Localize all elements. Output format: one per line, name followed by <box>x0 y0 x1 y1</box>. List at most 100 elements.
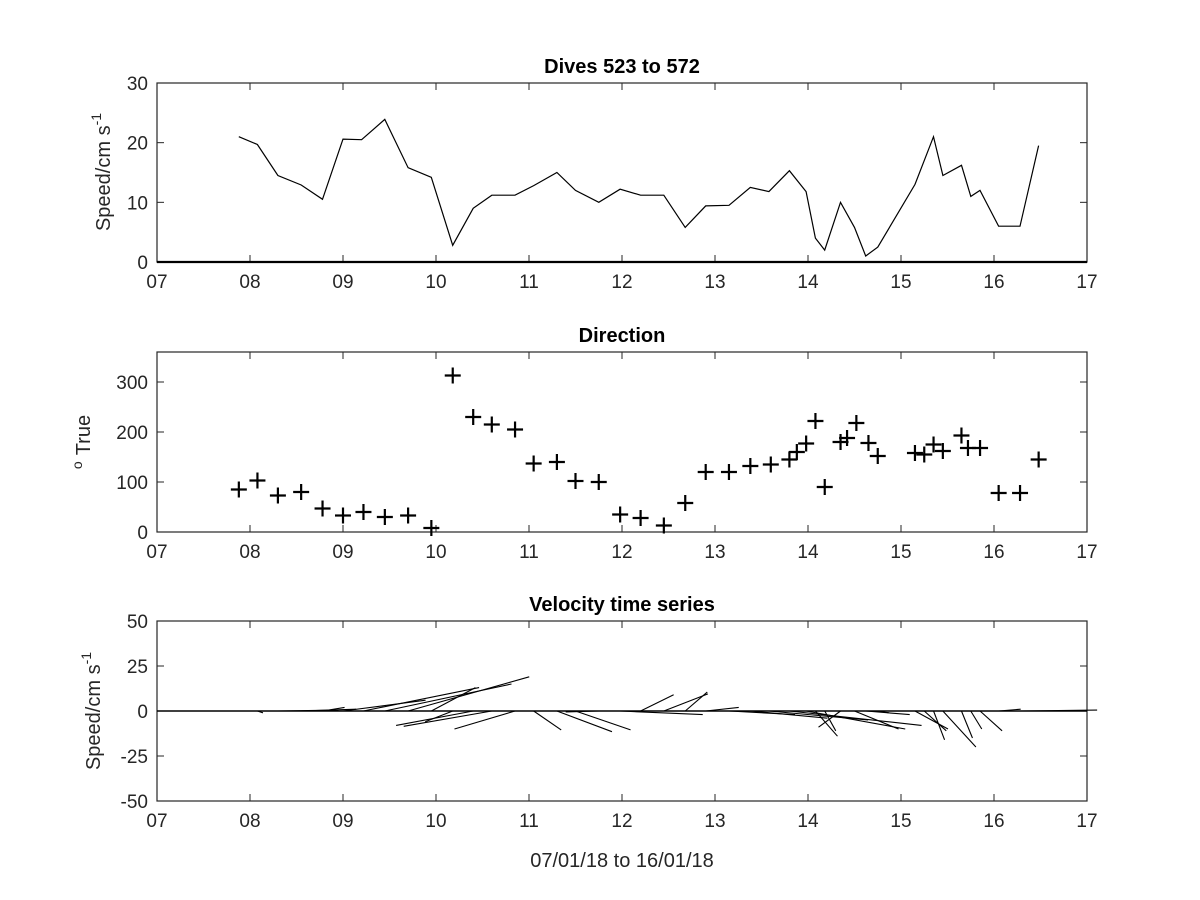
direction-plus-marker <box>590 474 607 490</box>
velocity-velocity-stick <box>425 710 453 723</box>
velocity-xtick-label: 07 <box>146 811 167 832</box>
velocity-xlabel: 07/01/18 to 16/01/18 <box>530 850 714 872</box>
velocity-xtick-label: 15 <box>890 811 911 832</box>
speed-xtick-label: 16 <box>983 272 1004 293</box>
speed-ytick-label: 10 <box>127 193 148 214</box>
velocity-ytick-label: 25 <box>127 657 148 678</box>
direction-plus-marker <box>548 454 565 470</box>
direction-xtick-label: 17 <box>1076 542 1097 563</box>
velocity-velocity-stick <box>454 710 516 730</box>
speed-ytick-label: 30 <box>127 74 148 95</box>
direction-plus-marker <box>1012 485 1029 501</box>
direction-plus-marker <box>720 464 737 480</box>
direction-ytick-label: 0 <box>137 523 148 544</box>
velocity-velocity-stick <box>854 710 899 730</box>
velocity-velocity-stick <box>789 710 922 726</box>
velocity-xtick-label: 12 <box>611 811 632 832</box>
direction-plus-marker <box>906 445 923 461</box>
direction-plus-marker <box>655 517 672 534</box>
velocity-velocity-stick <box>322 706 345 712</box>
direction-plus-marker <box>293 484 310 500</box>
velocity-velocity-stick <box>824 710 837 732</box>
direction-ylabel-text: True <box>73 415 95 455</box>
velocity-velocity-stick <box>705 706 739 712</box>
velocity-xtick-label: 13 <box>704 811 725 832</box>
direction-plus-marker <box>632 510 649 526</box>
direction-xtick-label: 16 <box>983 542 1004 563</box>
direction-plus-marker <box>400 507 417 524</box>
velocity-velocity-stick <box>342 699 426 712</box>
speed-xtick-label: 09 <box>332 272 353 293</box>
velocity-velocity-stick <box>384 683 512 712</box>
velocity-velocity-stick <box>407 676 530 712</box>
direction-xtick-label: 08 <box>239 542 260 563</box>
direction-plus-marker <box>916 446 933 463</box>
speed-xtick-label: 17 <box>1076 272 1097 293</box>
velocity-velocity-stick <box>877 710 889 714</box>
velocity-velocity-stick <box>815 710 838 737</box>
direction-plus-marker <box>798 435 815 452</box>
velocity-velocity-stick <box>1020 709 1098 712</box>
direction-xtick-label: 12 <box>611 542 632 563</box>
direction-plus-marker <box>807 413 824 429</box>
direction-plus-marker <box>567 473 584 489</box>
velocity-velocity-stick <box>818 710 841 728</box>
velocity-velocity-stick <box>750 710 828 719</box>
direction-plus-marker <box>230 481 247 498</box>
direction-plus-marker <box>483 416 500 433</box>
velocity-velocity-stick <box>914 710 949 730</box>
direction-plus-marker <box>1030 451 1047 468</box>
direction-plus-marker <box>269 487 286 504</box>
velocity-xtick-label: 09 <box>332 811 353 832</box>
velocity-velocity-stick <box>620 710 703 716</box>
velocity-velocity-stick <box>396 710 474 726</box>
velocity-ytick-label: -50 <box>121 792 148 813</box>
direction-plus-marker <box>869 448 886 464</box>
direction-axes-frame <box>156 351 1088 533</box>
direction-plus-marker <box>335 507 351 524</box>
direction-plus-marker <box>934 443 951 459</box>
velocity-xtick-label: 10 <box>425 811 446 832</box>
direction-plus-marker <box>376 509 393 525</box>
direction-xtick-label: 09 <box>332 542 353 563</box>
velocity-velocity-stick <box>960 710 973 739</box>
velocity-velocity-stick <box>431 687 476 712</box>
speed-xtick-label: 10 <box>425 272 446 293</box>
direction-plus-marker <box>848 415 865 431</box>
direction-plus-marker <box>832 434 849 450</box>
velocity-velocity-stick <box>533 710 562 731</box>
direction-plus-marker <box>762 456 779 473</box>
direction-title: Direction <box>579 325 666 347</box>
direction-plus-marker <box>953 427 970 444</box>
direction-plus-marker <box>423 520 440 536</box>
speed-xtick-label: 08 <box>239 272 260 293</box>
direction-plus-marker <box>612 506 629 523</box>
direction-xtick-label: 11 <box>519 542 539 563</box>
direction-plus-marker <box>507 421 524 438</box>
direction-ytick-label: 200 <box>116 423 148 444</box>
velocity-xtick-label: 11 <box>519 811 539 832</box>
direction-xtick-label: 13 <box>704 542 725 563</box>
velocity-ytick-label: 0 <box>137 702 148 723</box>
direction-plus-marker <box>990 485 1007 501</box>
speed-panel: Dives 523 to 572 07 08 09 10 11 12 13 14 15 16 17 0 1… <box>88 56 1098 293</box>
velocity-velocity-stick <box>684 691 708 712</box>
velocity-ytick-label: -25 <box>121 747 148 768</box>
direction-xtick-label: 14 <box>797 542 819 563</box>
speed-xtick-label: 07 <box>146 272 167 293</box>
velocity-ylabel: Speed/cm s-1 <box>78 652 105 770</box>
speed-xtick-label: 15 <box>890 272 911 293</box>
direction-plus-marker <box>788 444 805 460</box>
velocity-velocity-stick <box>998 708 1021 712</box>
velocity-velocity-stick <box>663 693 709 712</box>
direction-xtick-label: 15 <box>890 542 911 563</box>
speed-xtick-label: 12 <box>611 272 632 293</box>
speed-series-line <box>238 118 1040 257</box>
speed-xtick-label: 13 <box>704 272 725 293</box>
speed-ylabel-superscript: -1 <box>88 113 104 126</box>
speed-xtick-label: 14 <box>797 272 819 293</box>
direction-xtick-label: 10 <box>425 542 446 563</box>
direction-plus-marker <box>925 436 942 453</box>
velocity-velocity-stick <box>806 710 906 730</box>
direction-plus-marker <box>314 500 331 517</box>
